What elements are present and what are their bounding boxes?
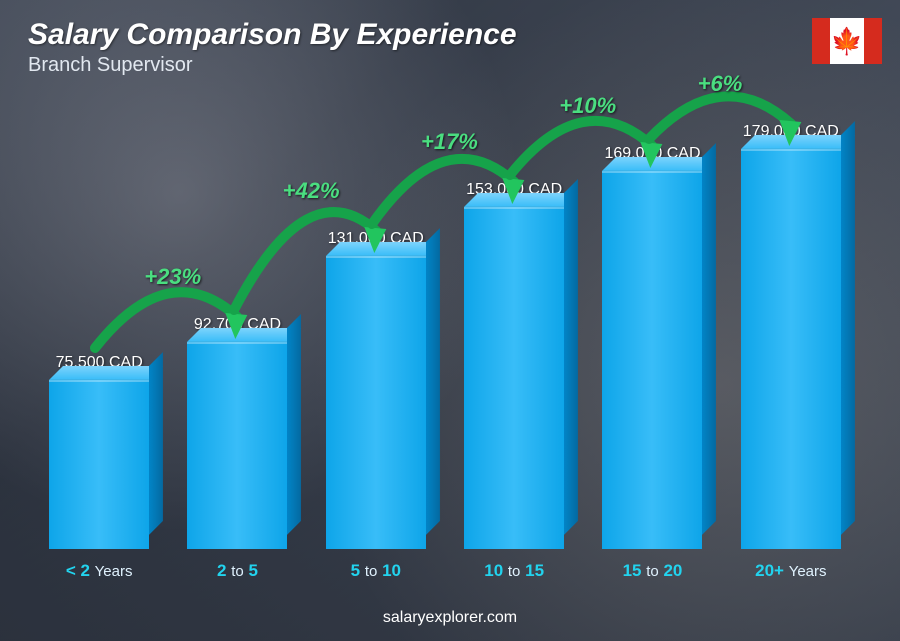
flag-center: 🍁 [830, 18, 864, 64]
chart-title: Salary Comparison By Experience [28, 18, 517, 52]
bar [49, 380, 149, 549]
bar [326, 256, 426, 549]
x-axis-label: < 2 Years [66, 561, 133, 581]
bar-side-face [841, 121, 855, 535]
bar-front-face [49, 380, 149, 549]
percentage-increase-label: +23% [144, 264, 201, 290]
maple-leaf-icon: 🍁 [831, 28, 863, 54]
x-axis-label: 10 to 15 [484, 561, 544, 581]
bar-side-face [702, 143, 716, 535]
bar-side-face [564, 179, 578, 535]
bar-front-face [602, 171, 702, 549]
header: Salary Comparison By Experience Branch S… [28, 18, 517, 77]
bar-top-face [187, 328, 301, 342]
bar-top-face [326, 242, 440, 256]
footer-attribution: salaryexplorer.com [383, 609, 517, 627]
percentage-increase-label: +42% [283, 178, 340, 204]
x-axis-label: 15 to 20 [623, 561, 683, 581]
bar-side-face [287, 314, 301, 535]
bar-top-face [464, 193, 578, 207]
bar-chart: 75,500 CAD< 2 Years92,700 CAD2 to 5131,0… [30, 101, 860, 581]
bar [741, 149, 841, 549]
x-axis-label: 20+ Years [755, 561, 826, 581]
bar-group: 75,500 CAD< 2 Years [36, 354, 162, 581]
canada-flag-icon: 🍁 [812, 18, 882, 64]
flag-right-band [864, 18, 882, 64]
bar-group: 169,000 CAD15 to 20 [589, 145, 715, 581]
bar-group: 153,000 CAD10 to 15 [451, 181, 577, 581]
bar-front-face [187, 342, 287, 549]
bar-top-face [602, 157, 716, 171]
x-axis-label: 2 to 5 [217, 561, 258, 581]
x-axis-label: 5 to 10 [351, 561, 401, 581]
bar-top-face [741, 135, 855, 149]
bar [187, 342, 287, 549]
bar-front-face [326, 256, 426, 549]
percentage-increase-label: +17% [421, 129, 478, 155]
flag-left-band [812, 18, 830, 64]
bar-group: 179,000 CAD20+ Years [728, 123, 854, 581]
bar-side-face [149, 352, 163, 535]
bar-group: 92,700 CAD2 to 5 [174, 316, 300, 581]
bar-side-face [426, 228, 440, 535]
chart-subtitle: Branch Supervisor [28, 54, 517, 77]
bar-front-face [741, 149, 841, 549]
bar-group: 131,000 CAD5 to 10 [313, 230, 439, 581]
bar [464, 207, 564, 549]
bar-top-face [49, 366, 163, 380]
bar [602, 171, 702, 549]
bar-front-face [464, 207, 564, 549]
